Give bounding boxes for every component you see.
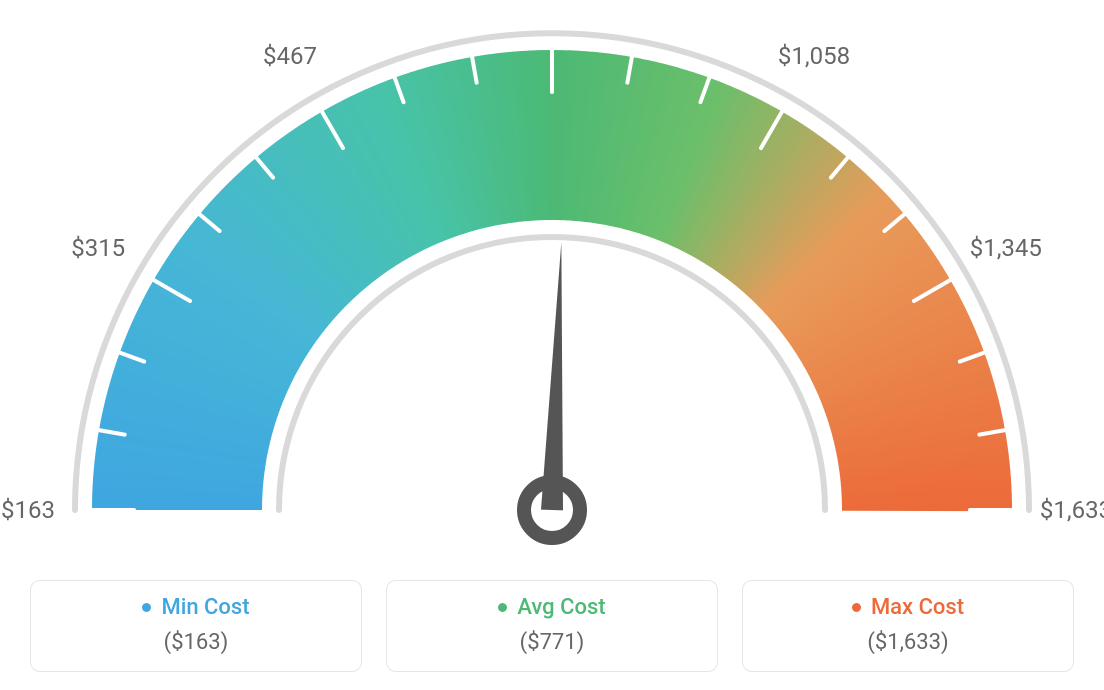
legend-label-max: Max Cost	[871, 595, 964, 620]
legend-title-max: Max Cost	[852, 595, 964, 620]
gauge-tick-label: $1,058	[778, 42, 850, 70]
legend-card-min: Min Cost ($163)	[30, 580, 362, 672]
legend-row: Min Cost ($163) Avg Cost ($771) Max Cost…	[30, 580, 1074, 672]
gauge-svg	[0, 0, 1104, 560]
legend-label-avg: Avg Cost	[517, 595, 605, 620]
legend-title-min: Min Cost	[142, 595, 249, 620]
gauge-chart: $163$315$467$771$1,058$1,345$1,633	[0, 0, 1104, 560]
gauge-tick-label: $1,633	[1040, 496, 1104, 524]
legend-value-avg: ($771)	[397, 630, 707, 655]
legend-value-min: ($163)	[41, 630, 351, 655]
legend-card-avg: Avg Cost ($771)	[386, 580, 718, 672]
legend-dot-max	[852, 603, 861, 612]
legend-title-avg: Avg Cost	[498, 595, 605, 620]
gauge-tick-label: $1,345	[970, 234, 1042, 262]
gauge-tick-label: $467	[263, 42, 317, 70]
gauge-tick-label: $163	[1, 496, 55, 524]
legend-label-min: Min Cost	[161, 595, 249, 620]
legend-dot-avg	[498, 603, 507, 612]
gauge-tick-label: $315	[71, 234, 125, 262]
legend-card-max: Max Cost ($1,633)	[742, 580, 1074, 672]
gauge-needle	[541, 242, 563, 510]
legend-value-max: ($1,633)	[753, 630, 1063, 655]
legend-dot-min	[142, 603, 151, 612]
